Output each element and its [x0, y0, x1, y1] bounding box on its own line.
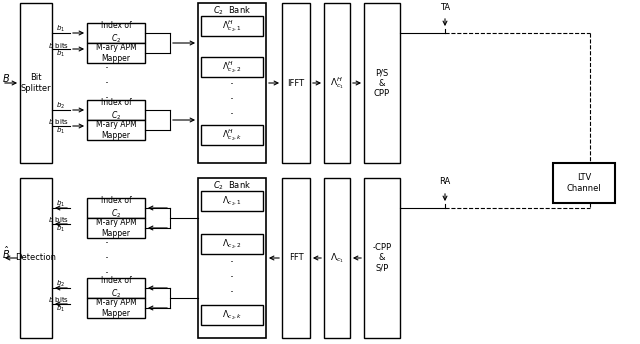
Bar — [201, 57, 263, 77]
Text: M-ary APM
Mapper: M-ary APM Mapper — [95, 43, 136, 63]
Text: $b_2$: $b_2$ — [56, 279, 65, 289]
Text: -CPP
&
S/P: -CPP & S/P — [372, 243, 392, 273]
Bar — [87, 198, 145, 218]
Text: $\Lambda^H_{c_2,k}$: $\Lambda^H_{c_2,k}$ — [222, 127, 242, 143]
Text: FFT: FFT — [289, 254, 303, 262]
Text: $b_2$: $b_2$ — [56, 101, 65, 111]
Text: M-ary APM
Mapper: M-ary APM Mapper — [95, 218, 136, 238]
Text: Index of
$C_2$: Index of $C_2$ — [100, 21, 131, 45]
Bar — [201, 16, 263, 36]
Bar — [87, 100, 145, 120]
Text: LTV
Channel: LTV Channel — [566, 173, 602, 193]
Text: $b$ bits: $b$ bits — [49, 215, 70, 225]
Bar — [201, 191, 263, 211]
Bar — [20, 178, 52, 338]
Text: ·
·
·: · · · — [230, 257, 234, 300]
Bar — [87, 278, 145, 298]
Text: $b$ bits: $b$ bits — [49, 41, 70, 50]
Bar — [198, 3, 266, 163]
Text: TA: TA — [440, 2, 450, 11]
Text: Detection: Detection — [15, 254, 56, 262]
Text: $\Lambda^H_{c_2,2}$: $\Lambda^H_{c_2,2}$ — [222, 59, 242, 75]
Text: $B$: $B$ — [2, 72, 10, 84]
Text: $b_1$: $b_1$ — [56, 49, 65, 59]
Bar — [282, 178, 310, 338]
Text: $\Lambda_{c_2,2}$: $\Lambda_{c_2,2}$ — [222, 237, 242, 251]
Text: $b$ bits: $b$ bits — [49, 118, 70, 127]
Text: P/S
&
CPP: P/S & CPP — [374, 68, 390, 98]
Text: $b_1$: $b_1$ — [56, 304, 65, 314]
Text: $\Lambda_{c_1}$: $\Lambda_{c_1}$ — [330, 251, 344, 265]
Bar — [201, 234, 263, 254]
Text: $\Lambda^H_{c_1}$: $\Lambda^H_{c_1}$ — [330, 75, 344, 91]
Text: $\hat{B}$: $\hat{B}$ — [2, 245, 10, 261]
Bar — [364, 178, 400, 338]
Bar — [87, 23, 145, 43]
Bar — [87, 218, 145, 238]
Text: $C_2$  Bank: $C_2$ Bank — [213, 5, 251, 17]
Bar — [87, 120, 145, 140]
Bar — [201, 125, 263, 145]
Bar — [87, 298, 145, 318]
Text: M-ary APM
Mapper: M-ary APM Mapper — [95, 298, 136, 318]
Bar — [324, 3, 350, 163]
Bar — [364, 3, 400, 163]
Text: $b$ bits: $b$ bits — [49, 295, 70, 304]
Text: IFFT: IFFT — [287, 78, 305, 87]
Text: Index of
$C_2$: Index of $C_2$ — [100, 276, 131, 300]
Text: $b_1$: $b_1$ — [56, 224, 65, 234]
Bar — [198, 178, 266, 338]
Text: RA: RA — [440, 178, 451, 186]
Text: $b_1$: $b_1$ — [56, 126, 65, 136]
Text: $\Lambda^H_{c_2,1}$: $\Lambda^H_{c_2,1}$ — [222, 18, 242, 34]
Text: ·
·
·: · · · — [230, 78, 234, 121]
Text: Index of
$C_2$: Index of $C_2$ — [100, 196, 131, 220]
Text: $\Lambda_{c_2,k}$: $\Lambda_{c_2,k}$ — [222, 308, 242, 322]
Text: M-ary APM
Mapper: M-ary APM Mapper — [95, 120, 136, 140]
Text: $b_1$: $b_1$ — [56, 24, 65, 34]
Bar — [553, 163, 615, 203]
Bar — [20, 3, 52, 163]
Bar — [324, 178, 350, 338]
Text: $\Lambda_{c_2,1}$: $\Lambda_{c_2,1}$ — [222, 194, 242, 208]
Text: Index of
$C_2$: Index of $C_2$ — [100, 98, 131, 122]
Text: ·
·
·: · · · — [105, 63, 109, 106]
Bar — [201, 305, 263, 325]
Text: $C_2$  Bank: $C_2$ Bank — [213, 180, 251, 192]
Bar — [282, 3, 310, 163]
Text: $b_1$: $b_1$ — [56, 199, 65, 209]
Text: Bit
Splitter: Bit Splitter — [20, 73, 51, 93]
Text: ·
·
·: · · · — [105, 237, 109, 280]
Bar — [87, 43, 145, 63]
